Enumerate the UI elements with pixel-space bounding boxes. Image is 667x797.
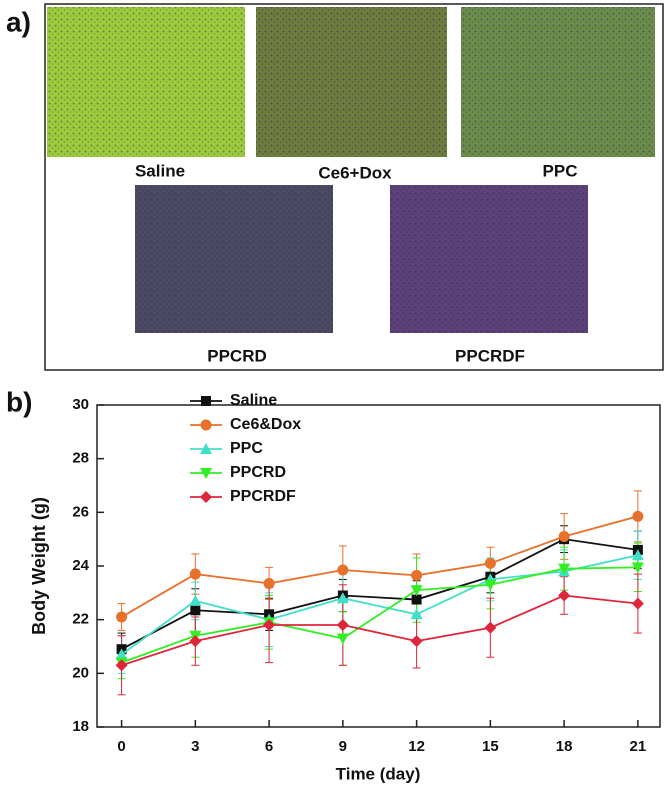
legend-label: PPC <box>230 440 263 457</box>
marker <box>337 564 349 576</box>
x-tick-label: 15 <box>482 738 499 755</box>
marker <box>116 611 128 623</box>
x-tick-label: 3 <box>191 738 199 755</box>
marker <box>558 563 571 575</box>
plot-frame <box>96 404 661 728</box>
image-label: PPC <box>543 161 578 180</box>
marker <box>189 635 202 648</box>
marker <box>336 633 349 645</box>
y-tick-label: 28 <box>72 450 89 467</box>
series-line <box>121 594 638 667</box>
y-tick-label: 18 <box>72 718 89 735</box>
panel-label: a) <box>6 6 31 37</box>
marker <box>411 569 423 581</box>
series-line <box>121 566 638 664</box>
y-tick-label: 30 <box>72 396 89 413</box>
legend-label: Saline <box>230 392 277 409</box>
image-label: Saline <box>135 161 185 180</box>
marker <box>200 443 212 454</box>
image-label: PPCRD <box>207 346 267 365</box>
marker <box>200 468 212 479</box>
y-axis-label: Body Weight (g) <box>29 497 49 635</box>
micrograph <box>47 7 655 333</box>
marker <box>336 619 349 632</box>
marker <box>410 635 423 648</box>
marker <box>201 396 211 406</box>
marker <box>200 419 212 431</box>
x-tick-label: 21 <box>630 738 647 755</box>
x-tick-label: 18 <box>556 738 573 755</box>
marker <box>200 491 212 503</box>
legend-label: PPCRD <box>230 464 286 481</box>
marker <box>558 530 570 542</box>
series-line <box>121 538 639 650</box>
legend-label: Ce6&Dox <box>230 416 301 433</box>
legend-label: PPCRDF <box>230 488 296 505</box>
marker <box>190 605 201 616</box>
marker <box>558 589 571 602</box>
marker <box>263 577 275 589</box>
marker <box>410 608 423 620</box>
marker <box>411 594 422 605</box>
marker <box>115 648 128 660</box>
marker <box>631 562 644 574</box>
marker <box>484 557 496 569</box>
image-label: Ce6+Dox <box>318 163 392 182</box>
x-tick-label: 6 <box>265 738 273 755</box>
series-line <box>121 554 639 656</box>
y-tick-label: 26 <box>72 503 89 520</box>
panel-frame <box>44 3 664 371</box>
marker <box>484 579 497 591</box>
marker <box>484 621 497 634</box>
y-tick-label: 20 <box>72 664 89 681</box>
x-tick-label: 0 <box>117 738 125 755</box>
image-label: PPCRDF <box>455 346 525 365</box>
marker <box>115 659 128 672</box>
y-tick-label: 22 <box>72 611 89 628</box>
y-tick-label: 24 <box>72 557 89 574</box>
marker <box>631 597 644 610</box>
marker <box>189 594 202 606</box>
marker <box>336 592 349 604</box>
x-axis-label: Time (day) <box>336 764 421 783</box>
x-tick-label: 12 <box>408 738 425 755</box>
x-tick-label: 9 <box>339 738 347 755</box>
marker <box>263 619 276 632</box>
marker <box>189 568 201 580</box>
series-line <box>121 515 639 618</box>
marker <box>410 585 423 597</box>
marker <box>632 510 644 522</box>
panel-label: b) <box>6 386 32 417</box>
marker <box>631 549 644 561</box>
